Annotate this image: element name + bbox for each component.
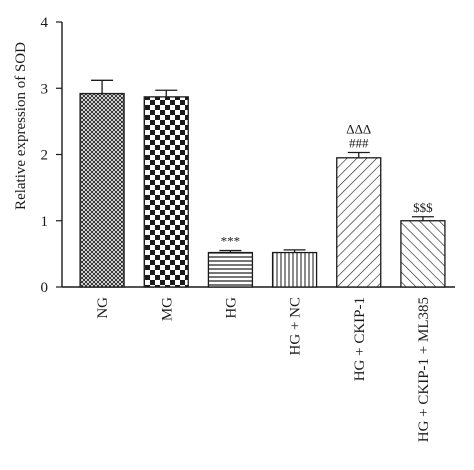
x-tick-label: HG + CKIP-1 + ML385 [416, 297, 432, 442]
bar-ng [80, 93, 125, 287]
significance-marker: $$$ [413, 200, 433, 215]
bar-hg-ckip-1 [336, 157, 381, 287]
significance-marker: *** [221, 234, 241, 249]
bar-hg [208, 252, 253, 287]
y-tick-label: 2 [41, 148, 49, 164]
bar-mg [144, 96, 189, 287]
x-tick-label: HG [223, 297, 239, 319]
y-tick-label: 1 [41, 214, 49, 230]
significance-marker: ΔΔΔ [346, 122, 371, 137]
bar-hg-nc [272, 252, 317, 287]
y-tick-label: 3 [41, 81, 49, 97]
y-tick-label: 0 [41, 280, 49, 296]
significance-marker: ### [349, 136, 369, 151]
x-tick-label: MG [159, 297, 175, 321]
x-tick-label: HG + NC [288, 297, 304, 355]
x-tick-label: NG [95, 297, 111, 319]
x-tick-label: HG + CKIP-1 [352, 297, 368, 381]
y-tick-label: 4 [41, 15, 49, 31]
y-axis-label: Relative expression of SOD [13, 42, 29, 210]
bar-hg-ckip-1-ml385 [400, 220, 445, 287]
